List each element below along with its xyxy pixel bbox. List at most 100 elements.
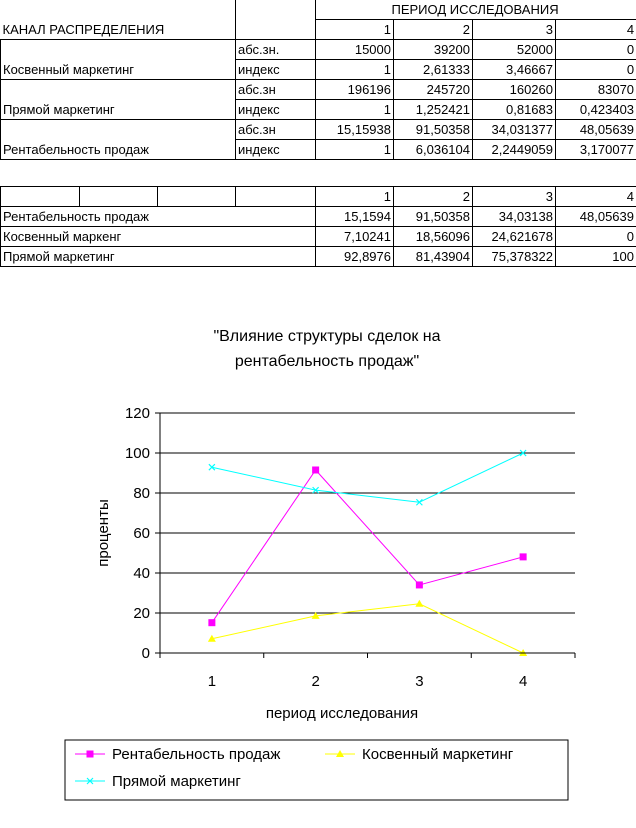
value-cell: 81,43904 [393,246,473,267]
legend [64,739,569,801]
value-cell: 34,031377 [472,119,556,140]
y-tick-label: 60 [133,525,150,542]
data-point-series-2 [415,599,424,607]
table-row: Прямой маркетинг абс.зн 196196 245720 160260… [0,79,636,120]
legend-label: Прямой маркетинг [112,773,241,790]
period-4: 4 [555,186,636,207]
period-4: 4 [554,19,636,40]
value-cell: 91,50358 [393,206,473,227]
value-cell: 3,170077 [554,139,636,160]
value-cell: 52000 [472,39,556,60]
value-cell: 1 [315,99,394,120]
value-cell: 160260 [472,79,556,100]
y-tick-label: 20 [133,605,150,622]
data-point-series-2 [311,611,320,619]
chart-title-line-2: рентабельность продаж" [235,353,419,370]
value-cell: 15,1594 [315,206,394,227]
table-row: Прямой маркетинг 92,8976 81,43904 75,378322… [0,246,636,267]
y-tick-label: 100 [125,445,150,462]
value-cell: 7,10241 [315,226,394,247]
value-cell: 6,036104 [393,139,473,160]
value-cell: 34,03138 [472,206,556,227]
value-cell: 245720 [393,79,473,100]
value-cell: 0 [554,39,636,60]
chart-title-line-1: "Влияние структуры сделок на [213,328,440,345]
data-point-series-1 [312,466,320,474]
value-cell: 2,2449059 [472,139,556,160]
legend-marker [86,750,94,758]
value-cell: 15000 [315,39,394,60]
data-point-series-3 [415,498,423,506]
y-tick-label: 0 [142,645,150,662]
measure-type: индекс [235,59,316,80]
y-tick-label: 40 [133,565,150,582]
x-tick-label: 1 [208,673,216,690]
row-name: Прямой маркетинг [0,246,316,267]
measure-type: индекс [235,99,316,120]
value-cell: 100 [555,246,636,267]
share-table: 1 2 3 4 Рентабельность продаж 15,1594 91,5… [0,186,636,267]
period-3: 3 [472,19,556,40]
legend-marker [336,750,344,757]
distribution-channel-table: КАНАЛ РАСПРЕДЕЛЕНИЯ ПЕРИОД ИССЛЕДОВАНИЯ … [0,0,636,160]
data-point-series-2 [207,634,216,642]
row-name: Рентабельность продаж [0,206,316,227]
legend-marker [86,777,94,785]
measure-type: абс.зн [235,119,316,140]
channel-name: Косвенный маркетинг [0,39,236,80]
channel-name: Рентабельность продаж [0,119,236,160]
data-point-series-3 [208,463,216,471]
value-cell: 3,46667 [472,59,556,80]
value-cell: 196196 [315,79,394,100]
x-axis-label: период исследования [266,705,418,722]
legend-label: Косвенный маркетинг [362,746,514,763]
channel-header: КАНАЛ РАСПРЕДЕЛЕНИЯ [0,0,236,40]
period-2: 2 [393,186,473,207]
value-cell: 92,8976 [315,246,394,267]
period-1: 1 [315,186,394,207]
value-cell: 39200 [393,39,473,60]
period-3: 3 [472,186,556,207]
value-cell: 24,621678 [472,226,556,247]
x-tick-label: 3 [415,673,423,690]
data-point-series-3 [519,449,527,457]
value-cell: 18,56096 [393,226,473,247]
table-row: Рентабельность продаж абс.зн 15,15938 91,50… [0,119,636,160]
value-cell: 2,61333 [393,59,473,80]
value-cell: 91,50358 [393,119,473,140]
data-point-series-1 [519,553,527,561]
value-cell: 83070 [554,79,636,100]
y-axis-label: проценты [95,499,112,567]
value-cell: 1,252421 [393,99,473,120]
data-point-series-1 [208,619,216,627]
value-cell: 75,378322 [472,246,556,267]
y-tick-label: 80 [133,485,150,502]
channel-name: Прямой маркетинг [0,79,236,120]
period-1: 1 [315,19,394,40]
x-tick-label: 4 [519,673,527,690]
measure-type: индекс [235,139,316,160]
table-row: Косвенный маркенг 7,10241 18,56096 24,62167… [0,226,636,247]
table-row: индекс 1 6,036104 2,2449059 3,170077 [1,139,636,160]
x-tick-label: 2 [311,673,319,690]
table-row: Косвенный маркетинг абс.зн. 15000 39200 5200… [0,39,636,80]
measure-type: абс.зн. [235,39,316,60]
measure-type: абс.зн [235,79,316,100]
period-2: 2 [393,19,473,40]
value-cell: 1 [315,139,394,160]
legend-label: Рентабельность продаж [112,746,280,763]
value-cell: 0 [554,59,636,80]
period-header: ПЕРИОД ИССЛЕДОВАНИЯ [314,0,636,20]
value-cell: 0,423403 [554,99,636,120]
line-chart: "Влияние структуры сделок на рентабельно… [64,328,576,801]
series-line-2 [211,603,524,654]
value-cell: 48,05639 [554,119,636,140]
series-line-1 [211,469,524,623]
y-tick-label: 120 [125,405,150,422]
data-point-series-3 [312,486,320,494]
table-row: Рентабельность продаж 15,1594 91,50358 34,0… [0,206,636,227]
value-cell: 15,15938 [315,119,394,140]
value-cell: 0 [555,226,636,247]
value-cell: 48,05639 [555,206,636,227]
row-name: Косвенный маркенг [0,226,316,247]
